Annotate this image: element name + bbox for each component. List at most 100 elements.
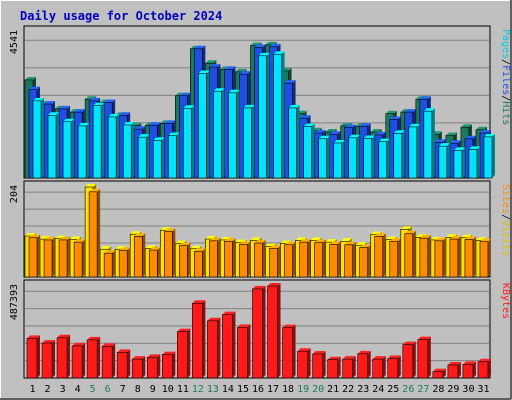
bar-pages-19 xyxy=(303,123,315,179)
bar-side xyxy=(266,52,270,179)
bar-pages-12 xyxy=(198,70,210,179)
bar-top xyxy=(254,240,266,244)
bar-face xyxy=(393,133,403,179)
bar-pages-30 xyxy=(468,146,480,179)
bar-face xyxy=(152,140,162,179)
bar-side xyxy=(352,356,356,378)
bar-top xyxy=(267,283,281,286)
bar-top xyxy=(209,64,221,68)
bar-face xyxy=(477,361,489,379)
bar-side xyxy=(442,237,446,277)
bar-face xyxy=(342,358,353,379)
bar-top xyxy=(100,246,112,250)
x-tick-label: 16 xyxy=(252,384,264,395)
bar-top xyxy=(93,102,105,106)
bar-top xyxy=(59,105,71,109)
bar-face xyxy=(32,100,42,179)
legend-top: Pages/Files/Hits xyxy=(500,29,511,125)
bar-top xyxy=(284,241,296,245)
bar-pages-21 xyxy=(333,139,345,179)
bar-face xyxy=(58,239,68,278)
bar-side xyxy=(487,238,491,277)
bar-pages-29 xyxy=(453,147,465,179)
bar-top xyxy=(168,132,180,136)
bar-side xyxy=(461,147,465,178)
bar-side xyxy=(431,108,435,178)
bar-top xyxy=(153,137,165,141)
bar-face xyxy=(318,138,327,179)
bar-face xyxy=(192,302,203,379)
bar-kbytes-28 xyxy=(432,368,446,379)
bar-side xyxy=(56,112,60,178)
x-tick-label: 31 xyxy=(477,384,489,395)
bar-face xyxy=(348,137,357,179)
bar-side xyxy=(416,123,420,178)
bar-side xyxy=(412,341,416,378)
bar-pages-6 xyxy=(107,113,120,179)
legend-bottom: KBytes xyxy=(500,283,511,319)
bar-side xyxy=(247,324,251,378)
bar-top xyxy=(468,146,480,150)
bar-face xyxy=(288,107,297,179)
bar-face xyxy=(122,124,132,179)
bar-side xyxy=(41,97,44,178)
bar-top xyxy=(385,110,397,114)
bar-top xyxy=(357,350,371,354)
bar-side xyxy=(311,123,315,178)
bar-face xyxy=(402,344,414,379)
bar-sites-19 xyxy=(299,239,311,278)
bar-face xyxy=(88,191,98,278)
bar-top xyxy=(329,131,341,135)
bar-side xyxy=(476,146,480,178)
bar-face xyxy=(419,237,429,278)
bar-face xyxy=(62,121,72,179)
bar-side xyxy=(217,317,221,378)
bar-sites-16 xyxy=(254,240,266,278)
bar-face xyxy=(224,240,233,278)
bar-side xyxy=(427,336,431,378)
bar-top xyxy=(207,317,221,321)
bar-side xyxy=(367,350,371,378)
bar-top xyxy=(282,324,296,328)
bar-kbytes-18 xyxy=(282,324,296,379)
bar-top xyxy=(57,334,71,338)
bar-side xyxy=(371,135,375,178)
bar-side xyxy=(277,283,281,378)
bar-face xyxy=(107,116,117,179)
bar-side xyxy=(221,88,225,178)
bar-face xyxy=(389,240,399,278)
bar-side xyxy=(472,236,476,277)
bar-side xyxy=(442,368,446,378)
bar-face xyxy=(252,288,263,379)
bar-top xyxy=(134,233,146,237)
x-tick-label: 27 xyxy=(417,384,429,395)
bar-side xyxy=(82,239,86,277)
bar-sites-1 xyxy=(28,234,40,278)
bar-sites-11 xyxy=(179,242,191,278)
bar-top xyxy=(72,342,86,346)
bar-face xyxy=(103,252,113,278)
bar-top xyxy=(29,234,40,238)
bar-top xyxy=(402,341,416,345)
x-tick-label: 4 xyxy=(75,384,81,395)
bar-sites-4 xyxy=(73,239,86,278)
bar-side xyxy=(446,143,450,178)
bar-top xyxy=(288,104,300,108)
bar-top xyxy=(87,336,101,340)
bar-side xyxy=(386,138,390,178)
bar-sites-26 xyxy=(404,230,416,278)
chart-title: Daily usage for October 2024 xyxy=(20,9,222,23)
bar-kbytes-16 xyxy=(252,285,266,379)
bar-face xyxy=(56,337,68,379)
bar-top xyxy=(342,356,356,360)
bar-top xyxy=(387,355,401,359)
bar-side xyxy=(262,285,266,378)
bar-sites-6 xyxy=(103,250,116,278)
bar-face xyxy=(423,110,433,179)
bar-face xyxy=(86,339,98,379)
bar-face xyxy=(269,248,278,278)
bar-face xyxy=(118,250,128,278)
bar-top xyxy=(48,112,60,116)
bar-side xyxy=(326,135,330,178)
